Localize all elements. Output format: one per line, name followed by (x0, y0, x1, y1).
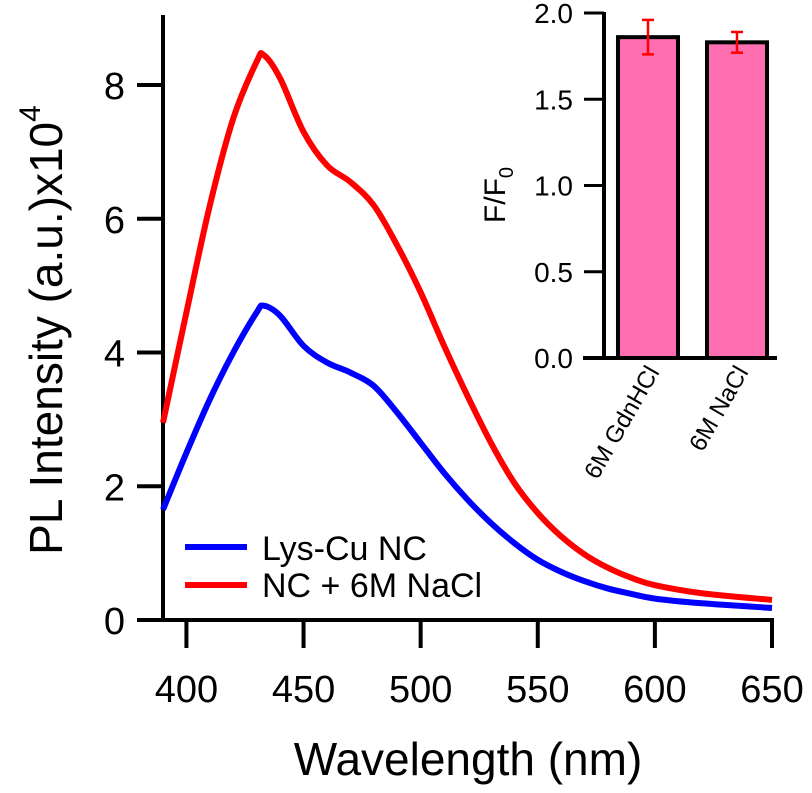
inset-y-tick-label: 2.0 (534, 0, 573, 29)
inset-y-label-subscript: 0 (496, 167, 518, 178)
legend-label-lys-cu-nc: Lys-Cu NC (262, 530, 427, 568)
inset-y-label-text: F/F (479, 178, 512, 223)
series-line-0 (160, 302, 773, 611)
y-axis-label-exponent: 4 (14, 105, 47, 122)
x-tick-label: 500 (389, 669, 452, 711)
inset-category-label: 6M GdnHCl (579, 362, 665, 484)
legend: Lys-Cu NC NC + 6M NaCl (185, 530, 482, 605)
x-tick-label: 400 (155, 669, 218, 711)
y-tick-label: 2 (104, 467, 125, 509)
inset-y-tick-label: 1.0 (534, 171, 573, 202)
inset-y-tick-label: 0.5 (534, 257, 573, 288)
y-tick-label: 0 (104, 601, 125, 643)
y-tick-label: 8 (104, 66, 125, 108)
bar (705, 40, 769, 360)
inset-y-axis-label: F/F0 (479, 167, 518, 223)
inset-y-tick-label: 1.5 (534, 84, 573, 115)
inset-bar-chart: 0.0 0.5 1.0 1.5 2.0 6M GdnHCl 6M NaCl F/F0 (479, 0, 777, 484)
x-tick-label: 600 (623, 669, 686, 711)
x-tick-label: 450 (272, 669, 335, 711)
y-tick-label: 4 (104, 334, 125, 376)
inset-category-label: 6M NaCl (684, 362, 754, 456)
y-tick-label: 6 (104, 200, 125, 242)
inset-y-tick-label: 0.0 (534, 343, 573, 374)
x-axis-label: Wavelength (nm) (294, 733, 643, 785)
y-axis-label-text: PL Intensity (a.u.)x10 (20, 122, 72, 555)
x-tick-label: 550 (506, 669, 569, 711)
legend-label-nc-nacl: NC + 6M NaCl (262, 567, 482, 605)
x-tick-label: 650 (740, 669, 803, 711)
bar (616, 35, 680, 361)
series-line-1 (160, 50, 773, 603)
y-axis-label: PL Intensity (a.u.)x104 (14, 105, 72, 555)
